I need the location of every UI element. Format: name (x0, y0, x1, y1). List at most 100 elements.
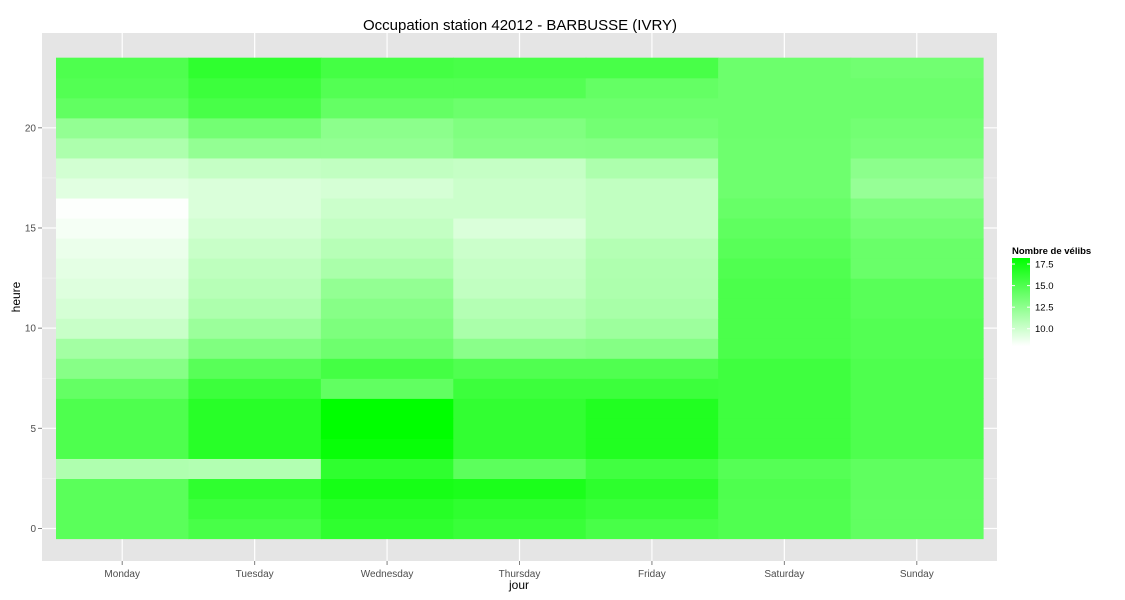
heatmap-tile (188, 438, 322, 459)
heatmap-tile (585, 318, 719, 339)
heatmap-tile (188, 97, 322, 119)
heatmap-tile (56, 137, 190, 159)
heatmap-tile (850, 77, 984, 99)
heatmap-tile (188, 117, 322, 139)
heatmap-tile (188, 458, 322, 480)
heatmap-tile (188, 258, 322, 279)
heatmap-tile (320, 197, 454, 219)
heatmap-tile (188, 217, 322, 239)
heatmap-tile (850, 318, 984, 339)
heatmap-tile (585, 258, 719, 279)
heatmap-tile (453, 258, 587, 279)
heatmap-tile (56, 398, 190, 419)
heatmap-tile (718, 498, 852, 520)
x-tick-label: Sunday (900, 569, 934, 580)
heatmap-tile (453, 117, 587, 139)
heatmap-tile (56, 458, 190, 480)
heatmap-tile (56, 77, 190, 99)
heatmap-tile (718, 137, 852, 159)
heatmap-tile (320, 338, 454, 359)
heatmap-tile (718, 157, 852, 179)
heatmap-tile (718, 298, 852, 319)
heatmap-tile (188, 197, 322, 219)
heatmap-tile (56, 518, 190, 540)
heatmap-tile (585, 177, 719, 199)
heatmap-tile (850, 458, 984, 480)
heatmap-tile (718, 77, 852, 99)
x-tick-label: Wednesday (361, 569, 414, 580)
heatmap-tile (718, 438, 852, 459)
legend-title: Nombre de vélibs (1012, 246, 1091, 257)
heatmap-tile (585, 217, 719, 239)
heatmap-tile (320, 498, 454, 520)
heatmap-tile (850, 398, 984, 419)
heatmap-tile (585, 478, 719, 500)
heatmap-tile (453, 77, 587, 99)
heatmap-tile (850, 157, 984, 179)
heatmap-tile (188, 298, 322, 319)
heatmap-tile (320, 418, 454, 439)
heatmap-tile (718, 398, 852, 419)
heatmap-tile (850, 518, 984, 540)
x-tick-label: Saturday (764, 569, 804, 580)
heatmap-tile (585, 498, 719, 520)
heatmap-tile (718, 197, 852, 219)
heatmap-tile (320, 57, 454, 79)
heatmap-tile (56, 117, 190, 139)
heatmap-tile (850, 418, 984, 439)
heatmap-tile (453, 157, 587, 179)
heatmap-tile (718, 378, 852, 399)
heatmap-tile (585, 458, 719, 480)
heatmap-tile (320, 97, 454, 119)
heatmap-tile (850, 338, 984, 359)
heatmap-tile (850, 137, 984, 159)
heatmap-tile (585, 137, 719, 159)
heatmap-tile (718, 338, 852, 359)
heatmap-tile (56, 97, 190, 119)
heatmap-tile (320, 458, 454, 480)
x-tick-label: Tuesday (236, 569, 274, 580)
heatmap-tile (188, 398, 322, 419)
x-axis-title: jour (508, 578, 529, 592)
heatmap-tile (453, 398, 587, 419)
heatmap-tile (188, 177, 322, 199)
heatmap-tile (320, 217, 454, 239)
heatmap-tile (585, 77, 719, 99)
x-tick-label: Friday (638, 569, 666, 580)
heatmap-tile (56, 57, 190, 79)
heatmap-tile (453, 378, 587, 399)
heatmap-tile (453, 298, 587, 319)
heatmap-tile (585, 157, 719, 179)
legend-label: 17.5 (1035, 260, 1054, 271)
heatmap-tile (585, 197, 719, 219)
y-axis-title: heure (9, 281, 23, 312)
heatmap-tile (850, 498, 984, 520)
y-tick-label: 15 (25, 223, 37, 234)
heatmap-tile (188, 237, 322, 259)
heatmap-tiles (56, 57, 984, 540)
heatmap-tile (56, 358, 190, 379)
heatmap-tile (453, 137, 587, 159)
heatmap-tile (718, 57, 852, 79)
heatmap-tile (718, 418, 852, 439)
heatmap-tile (320, 358, 454, 379)
heatmap-tile (320, 237, 454, 259)
heatmap-tile (585, 438, 719, 459)
heatmap-tile (320, 77, 454, 99)
heatmap-tile (718, 358, 852, 379)
heatmap-tile (718, 217, 852, 239)
heatmap-tile (850, 197, 984, 219)
heatmap-tile (188, 157, 322, 179)
legend-label: 10.0 (1035, 324, 1054, 335)
heatmap-tile (188, 498, 322, 520)
heatmap-tile (320, 258, 454, 279)
heatmap-tile (56, 318, 190, 339)
heatmap-tile (320, 137, 454, 159)
heatmap-tile (585, 378, 719, 399)
heatmap-tile (453, 458, 587, 480)
heatmap-tile (453, 318, 587, 339)
heatmap-tile (453, 217, 587, 239)
heatmap-tile (56, 258, 190, 279)
heatmap-tile (56, 298, 190, 319)
